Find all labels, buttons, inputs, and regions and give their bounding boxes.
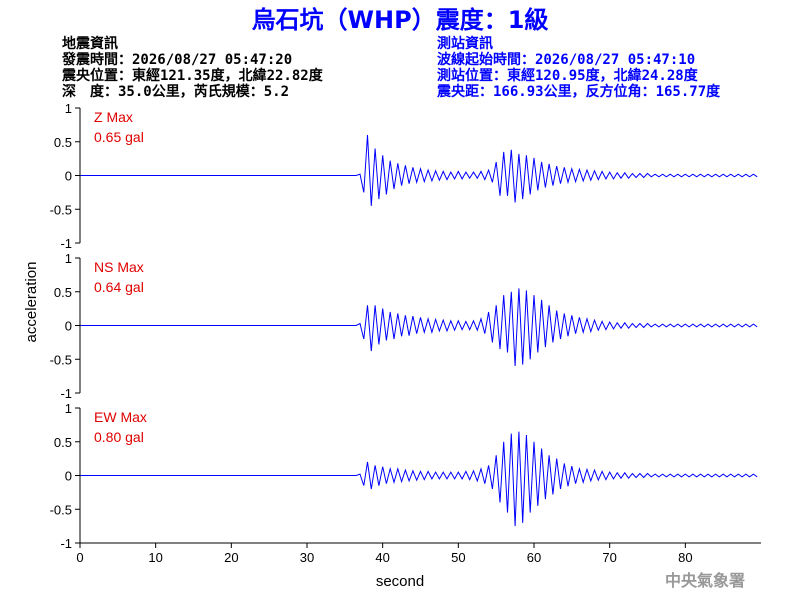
series-name: EW Max: [94, 409, 147, 425]
info-right: 震央距：166.93公里，反方位角：165.77度: [436, 83, 721, 100]
x-tick-label: 0: [76, 550, 83, 565]
x-tick-label: 70: [602, 550, 616, 565]
series-max: 0.65 gal: [94, 129, 144, 145]
y-tick-label: 0.5: [54, 135, 72, 150]
info-right: 測站資訊: [437, 35, 493, 52]
x-tick-label: 30: [300, 550, 314, 565]
footer: 中央氣象署: [665, 571, 745, 590]
x-axis-label: second: [376, 573, 424, 590]
y-tick-label: -0.5: [50, 202, 72, 217]
y-tick-label: -0.5: [50, 352, 72, 367]
info-left: 發震時間：2026/08/27 05:47:20: [61, 51, 292, 68]
y-tick-label: 1: [65, 101, 72, 116]
info-right: 測站位置：東經120.95度，北緯24.28度: [437, 67, 699, 84]
info-left: 地震資訊: [62, 35, 118, 52]
info-left: 震央位置：東經121.35度，北緯22.82度: [61, 67, 324, 84]
series-name: NS Max: [94, 259, 144, 275]
x-tick-label: 50: [451, 550, 465, 565]
x-tick-label: 40: [375, 550, 389, 565]
x-tick-label: 20: [224, 550, 238, 565]
y-tick-label: 0.5: [54, 435, 72, 450]
x-tick-label: 10: [148, 550, 162, 565]
info-right: 波線起始時間：2026/08/27 05:47:10: [437, 51, 695, 68]
y-tick-label: 0: [65, 169, 72, 184]
y-tick-label: 1: [65, 251, 72, 266]
series-max: 0.64 gal: [94, 279, 144, 295]
waveform: [80, 431, 758, 527]
y-tick-label: 0: [65, 469, 72, 484]
y-tick-label: 0: [65, 319, 72, 334]
y-tick-label: -1: [60, 236, 72, 251]
y-tick-label: 1: [65, 401, 72, 416]
y-tick-label: -1: [60, 536, 72, 551]
y-tick-label: -0.5: [50, 502, 72, 517]
x-tick-label: 60: [527, 550, 541, 565]
y-tick-label: 0.5: [54, 285, 72, 300]
y-tick-label: -1: [60, 386, 72, 401]
series-name: Z Max: [94, 109, 133, 125]
series-max: 0.80 gal: [94, 429, 144, 445]
info-left: 深 度：35.0公里，芮氏規模：5.2: [62, 83, 289, 100]
y-axis-label: acceleration: [23, 262, 40, 343]
waveform: [80, 134, 758, 206]
x-tick-label: 80: [678, 550, 692, 565]
waveform: [80, 288, 758, 367]
chart-title: 烏石坑（WHP）震度：1級: [252, 6, 549, 34]
